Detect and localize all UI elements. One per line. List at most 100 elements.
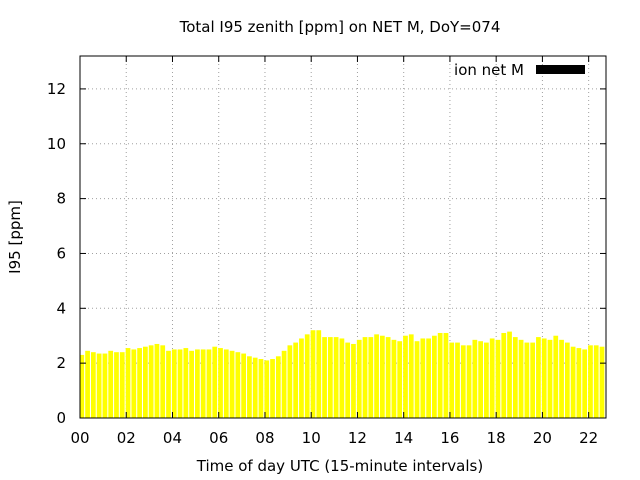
bar [339,338,345,418]
y-tick-label: 2 [56,354,66,372]
x-tick-label: 12 [348,429,367,447]
bar [507,331,512,418]
bar [275,356,281,418]
bar [547,339,553,418]
bar [183,348,189,418]
bar [408,334,414,418]
bar [177,349,183,418]
bar [576,348,582,418]
bar [171,349,177,418]
bar [501,332,507,418]
y-tick-label: 6 [56,244,66,262]
bar [90,352,96,418]
bar [582,349,588,418]
bar [189,350,194,418]
bar [212,346,218,418]
bar [148,345,154,418]
bar [247,356,252,418]
bar [484,342,489,418]
y-tick-label: 10 [47,135,66,153]
bar [437,332,443,418]
bar [241,353,247,418]
bar [316,330,322,418]
bar [518,339,524,418]
legend-label: ion net M [454,61,524,79]
x-tick-label: 22 [579,429,598,447]
x-tick-label: 10 [302,429,321,447]
bar [374,334,379,418]
bar [200,349,206,418]
x-tick-label: 08 [255,429,274,447]
bar [119,352,125,418]
x-tick-labels: 00 02 04 06 08 10 12 14 16 18 20 22 [70,429,598,447]
bar [570,346,576,418]
y-axis-label: I95 [ppm] [6,200,24,274]
bar [379,335,385,418]
bar [229,350,235,418]
bar [235,352,241,418]
bar [125,348,131,418]
x-axis-label: Time of day UTC (15-minute intervals) [196,457,483,475]
bar [426,338,431,418]
y-tick-label: 12 [47,80,66,98]
bar [414,341,420,418]
bar [345,342,351,418]
bar [351,343,356,418]
y-tick-label: 8 [56,190,66,208]
ticks [79,56,606,419]
bar [154,343,160,418]
bar [96,353,102,418]
bar [466,345,472,418]
plot-frame [79,55,607,419]
bar [489,338,495,418]
bar [391,339,397,418]
bar [143,346,148,418]
bar [559,339,564,418]
bar [160,345,166,418]
y-tick-labels: 0 2 4 6 8 10 12 [47,80,66,427]
bar [327,337,333,418]
x-tick-label: 16 [440,429,459,447]
bar [85,350,90,418]
bar [449,342,455,418]
bar [218,348,223,418]
bar [495,339,501,418]
bar [460,345,466,418]
bar [108,350,114,418]
bar [524,342,530,418]
bar [287,345,293,418]
bar [264,360,270,418]
bar [293,342,299,418]
legend-swatch [536,65,585,74]
x-tick-label: 04 [163,429,182,447]
x-tick-label: 06 [209,429,228,447]
bar [270,359,275,418]
x-tick-label: 20 [533,429,552,447]
bar [536,337,541,418]
y-tick-label: 0 [56,409,66,427]
bar [455,342,460,418]
bar [195,349,200,418]
bar [114,352,119,418]
bar [356,339,362,418]
bar [403,335,408,418]
bar [432,335,437,418]
bar [258,359,264,418]
bar [166,350,171,418]
bar [564,342,570,418]
bar [530,342,536,418]
bar [281,350,287,418]
bar [443,332,449,418]
bar [80,354,85,418]
bar [588,345,593,418]
bar [593,345,599,418]
chart-title: Total I95 zenith [ppm] on NET M, DoY=074 [179,18,501,36]
bar [599,346,605,418]
bar [397,341,403,418]
bar [368,337,374,418]
x-tick-label: 02 [117,429,136,447]
bar [472,339,478,418]
bar [304,334,310,418]
bar [553,335,559,418]
